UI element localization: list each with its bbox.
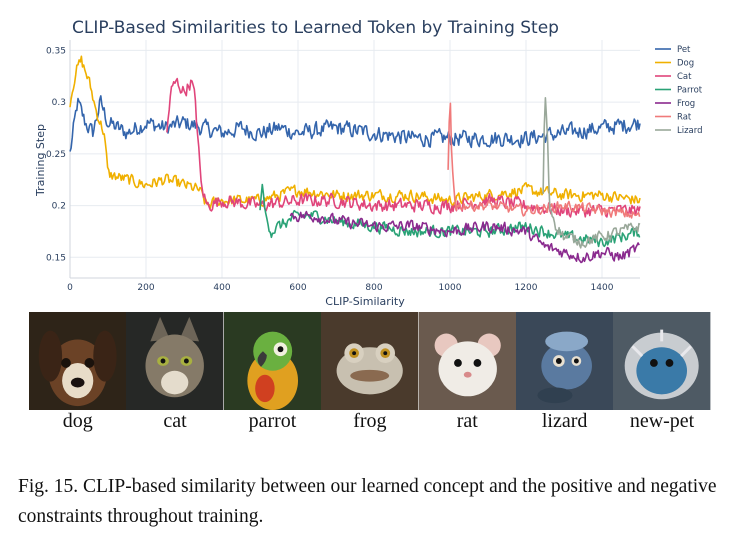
x-tick-label: 1400 (591, 283, 614, 293)
new-pet-image (613, 312, 711, 410)
cat-photo (126, 312, 224, 410)
series-line-dog (69, 55, 641, 210)
y-tick-label: 0.25 (46, 150, 66, 160)
series-line-frog (289, 210, 640, 264)
new-pet-photo (613, 312, 711, 410)
series-line-rat (447, 102, 641, 219)
legend-label-cat: Cat (677, 72, 692, 82)
sample-images (29, 312, 711, 410)
image-label: parrot (248, 410, 297, 432)
chart-title: CLIP-Based Similarities to Learned Token… (72, 18, 559, 38)
chart-legend: Pet Dog Cat Parrot Frog Rat Lizard (655, 45, 703, 136)
plot-area (70, 40, 640, 278)
y-tick-label: 0.2 (52, 202, 66, 212)
image-label: cat (163, 410, 187, 432)
x-axis-label: CLIP-Similarity (325, 295, 405, 308)
image-label: rat (456, 410, 478, 432)
frog-photo (321, 312, 419, 410)
image-label: new-pet (629, 410, 695, 432)
x-tick-label: 600 (289, 283, 306, 293)
image-label: lizard (541, 410, 588, 432)
y-tick-label: 0.3 (52, 98, 66, 108)
x-tick-label: 800 (365, 283, 382, 293)
legend-label-parrot: Parrot (677, 86, 703, 96)
legend-label-lizard: Lizard (677, 126, 703, 136)
x-tick-label: 1000 (439, 283, 462, 293)
frog-image (321, 312, 419, 410)
chart-grid (69, 40, 640, 279)
image-label: frog (353, 410, 387, 432)
series-line-pet (69, 95, 641, 152)
legend-label-frog: Frog (677, 99, 695, 109)
y-axis-ticks: 0.15 0.2 0.25 0.3 0.35 (46, 46, 66, 263)
x-axis-ticks: 0 200 400 600 800 1000 1200 1400 (67, 283, 614, 293)
cat-image (126, 312, 224, 410)
x-tick-label: 1200 (515, 283, 538, 293)
legend-label-dog: Dog (677, 59, 694, 69)
x-tick-label: 400 (213, 283, 230, 293)
dog-photo (29, 312, 127, 410)
y-tick-label: 0.15 (46, 253, 66, 263)
image-labels: dog cat parrot frog rat lizard new-pet (29, 410, 711, 433)
legend-label-pet: Pet (677, 45, 691, 55)
dog-image (29, 312, 127, 410)
series-line-lizard (542, 97, 641, 249)
series-line-cat (166, 77, 641, 218)
legend-label-rat: Rat (677, 113, 692, 123)
line-chart: CLIP-Based Similarities to Learned Token… (34, 18, 703, 308)
rat-image (418, 312, 516, 410)
image-label: dog (62, 410, 93, 432)
figure-caption: Fig. 15. CLIP-based similarity between o… (18, 476, 717, 527)
x-tick-label: 200 (137, 283, 154, 293)
series-lines (69, 55, 641, 264)
parrot-image (223, 312, 322, 410)
parrot-photo (223, 312, 322, 410)
x-tick-label: 0 (67, 283, 73, 293)
lizard-image (515, 312, 614, 410)
y-axis-label: Training Step (34, 124, 47, 197)
rat-photo (418, 312, 516, 410)
y-tick-label: 0.35 (46, 46, 66, 56)
lizard-photo (515, 312, 614, 410)
